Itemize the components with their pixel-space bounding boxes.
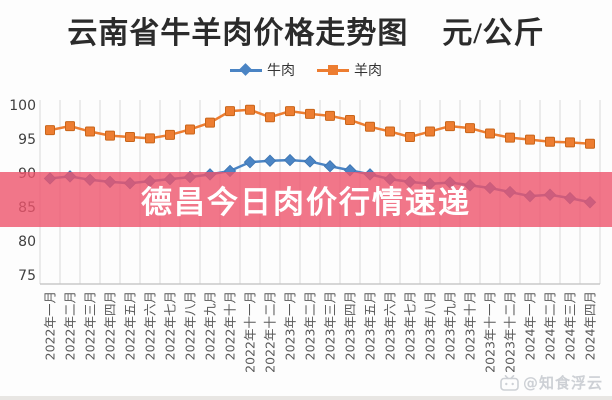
y-axis-tick-label: 95 (18, 132, 36, 148)
chart-title-unit: 元/公斤 (442, 17, 545, 50)
x-axis-tick-label: 2022年二月 (63, 291, 78, 360)
x-axis-tick-label: 2022年四月 (103, 291, 118, 360)
mutton-marker (385, 126, 395, 137)
headline-banner: 德昌今日肉价行情速递 (0, 172, 612, 227)
mutton-marker (585, 138, 595, 149)
mutton-marker (165, 129, 175, 140)
mutton-marker (225, 106, 235, 117)
mutton-marker (305, 108, 315, 119)
x-axis-tick-label: 2022年十一月 (243, 291, 258, 373)
x-axis-tick-label: 2022年五月 (123, 291, 138, 360)
mutton-marker (365, 121, 375, 132)
x-axis-tick-label: 2023年五月 (363, 291, 378, 360)
x-axis-tick-label: 2023年九月 (443, 291, 458, 360)
beef-legend-marker-icon (230, 63, 262, 76)
mutton-marker (245, 104, 255, 115)
beef-marker (263, 154, 277, 167)
x-axis-tick-label: 2022年七月 (163, 291, 178, 360)
x-axis-tick-label: 2023年八月 (423, 291, 438, 360)
x-axis-tick-label: 2023年二月 (303, 291, 318, 360)
mutton-marker (485, 128, 495, 139)
x-axis-tick-label: 2023年四月 (343, 291, 358, 360)
mutton-marker (565, 137, 575, 148)
legend-label-mutton: 羊肉 (354, 63, 382, 79)
beef-marker (283, 153, 297, 167)
x-axis-tick-label: 2023年七月 (403, 291, 418, 360)
x-axis-tick-label: 2024年一月 (523, 291, 538, 360)
x-axis-tick-label: 2023年十一月 (483, 291, 498, 373)
y-axis-tick-label: 80 (18, 234, 36, 250)
x-axis-tick-label: 2022年六月 (143, 291, 158, 360)
watermark-text: @知食浮云 (522, 374, 603, 392)
mutton-marker (145, 133, 155, 144)
x-axis-tick-label: 2023年一月 (283, 291, 298, 360)
x-axis-tick-label: 2024年三月 (563, 291, 578, 360)
watermark: @知食浮云 (500, 372, 603, 393)
mutton-marker (425, 126, 435, 137)
x-axis-tick-label: 2022年九月 (203, 291, 218, 360)
chart-title-text: 云南省牛羊肉价格走势图 (67, 17, 409, 50)
mutton-marker (45, 125, 55, 136)
mutton-marker (525, 134, 535, 145)
mutton-square-icon (328, 65, 338, 75)
mutton-marker (445, 121, 455, 132)
legend-item-beef: 牛肉 (230, 60, 295, 80)
mutton-marker (185, 124, 195, 135)
x-axis-tick-label: 2022年一月 (43, 291, 58, 360)
legend-item-mutton: 羊肉 (317, 60, 382, 80)
x-axis-tick-label: 2022年十月 (223, 291, 238, 360)
mutton-marker (265, 112, 275, 123)
mutton-legend-marker-icon (317, 64, 349, 76)
legend-label-beef: 牛肉 (267, 63, 295, 79)
watermark-logo-icon (500, 374, 519, 391)
chart-title: 云南省牛羊肉价格走势图 元/公斤 (0, 8, 612, 52)
x-axis-tick-label: 2023年六月 (383, 291, 398, 360)
mutton-marker (65, 121, 75, 132)
x-axis-tick-label: 2023年十月 (463, 291, 478, 360)
bottom-edge-strip (0, 396, 612, 400)
x-axis-tick-label: 2022年十二月 (263, 291, 278, 373)
mutton-marker (285, 106, 295, 117)
x-axis-tick-label: 2022年八月 (183, 291, 198, 360)
mutton-marker (125, 131, 135, 142)
mutton-marker (205, 117, 215, 128)
x-axis-tick-label: 2024年四月 (583, 291, 598, 360)
mutton-line (49, 108, 591, 146)
x-axis-tick-label: 2023年十二月 (503, 291, 518, 373)
y-axis-tick-label: 100 (9, 98, 36, 114)
headline-banner-text: 德昌今日肉价行情速递 (141, 185, 471, 221)
x-axis-tick-label: 2023年三月 (323, 291, 338, 360)
mutton-marker (85, 126, 95, 137)
mutton-marker (405, 131, 415, 142)
beef-marker (323, 159, 337, 173)
mutton-marker (105, 130, 115, 141)
mutton-marker (325, 110, 335, 121)
beef-marker (303, 155, 317, 168)
mutton-marker (465, 123, 475, 134)
y-axis-tick-label: 75 (18, 268, 36, 284)
mutton-marker (545, 136, 555, 147)
mutton-marker (505, 132, 515, 143)
beef-marker (243, 155, 257, 169)
x-axis-tick-label: 2022年三月 (83, 291, 98, 360)
mutton-marker (345, 114, 355, 125)
chart-legend: 牛肉 羊肉 (0, 60, 612, 80)
x-axis-tick-label: 2024年二月 (543, 291, 558, 360)
